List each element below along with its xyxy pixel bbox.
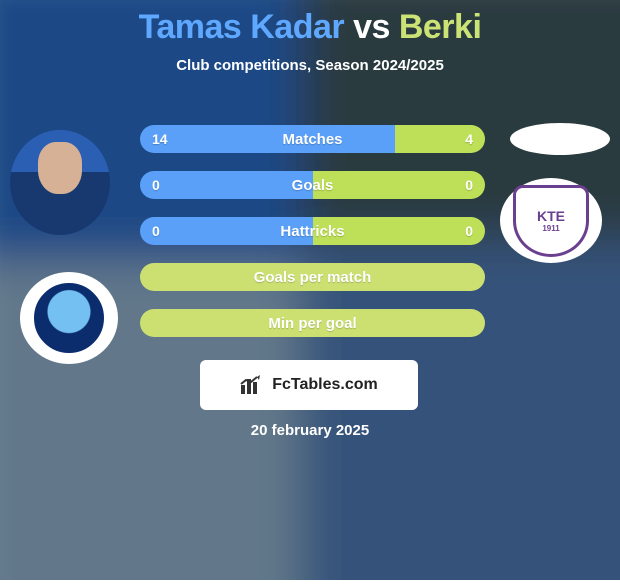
stat-label: Goals per match — [140, 263, 485, 291]
kte-crest-icon: KTE 1911 — [513, 185, 589, 257]
title-left-player: Tamas Kadar — [139, 8, 345, 46]
club-crest-left — [20, 272, 118, 364]
stat-label: Matches — [140, 125, 485, 153]
player-photo-left — [10, 130, 110, 235]
stat-row: 144Matches — [140, 125, 485, 153]
subtitle: Club competitions, Season 2024/2025 — [0, 57, 620, 74]
bar-chart-icon — [240, 375, 266, 395]
kte-crest-label: KTE — [537, 208, 565, 224]
mtk-crest-icon — [34, 283, 104, 353]
stat-row: 00Hattricks — [140, 217, 485, 245]
stats-bars-container: 144Matches 00Goals 00Hattricks Goals per ma… — [140, 125, 485, 355]
stat-label: Goals — [140, 171, 485, 199]
stat-row: Goals per match — [140, 263, 485, 291]
club-crest-right: KTE 1911 — [500, 178, 602, 263]
kte-crest-year: 1911 — [542, 224, 559, 233]
page-title: Tamas Kadar vs Berki — [0, 0, 620, 47]
stat-label: Hattricks — [140, 217, 485, 245]
stat-row: 00Goals — [140, 171, 485, 199]
stat-row: Min per goal — [140, 309, 485, 337]
brand-text: FcTables.com — [272, 376, 378, 394]
brand-card: FcTables.com — [200, 360, 418, 410]
title-right-player: Berki — [399, 8, 482, 46]
title-vs: vs — [353, 8, 390, 46]
footer-date: 20 february 2025 — [0, 422, 620, 439]
player-photo-right — [510, 123, 610, 155]
player-photo-placeholder — [10, 130, 110, 235]
stat-label: Min per goal — [140, 309, 485, 337]
